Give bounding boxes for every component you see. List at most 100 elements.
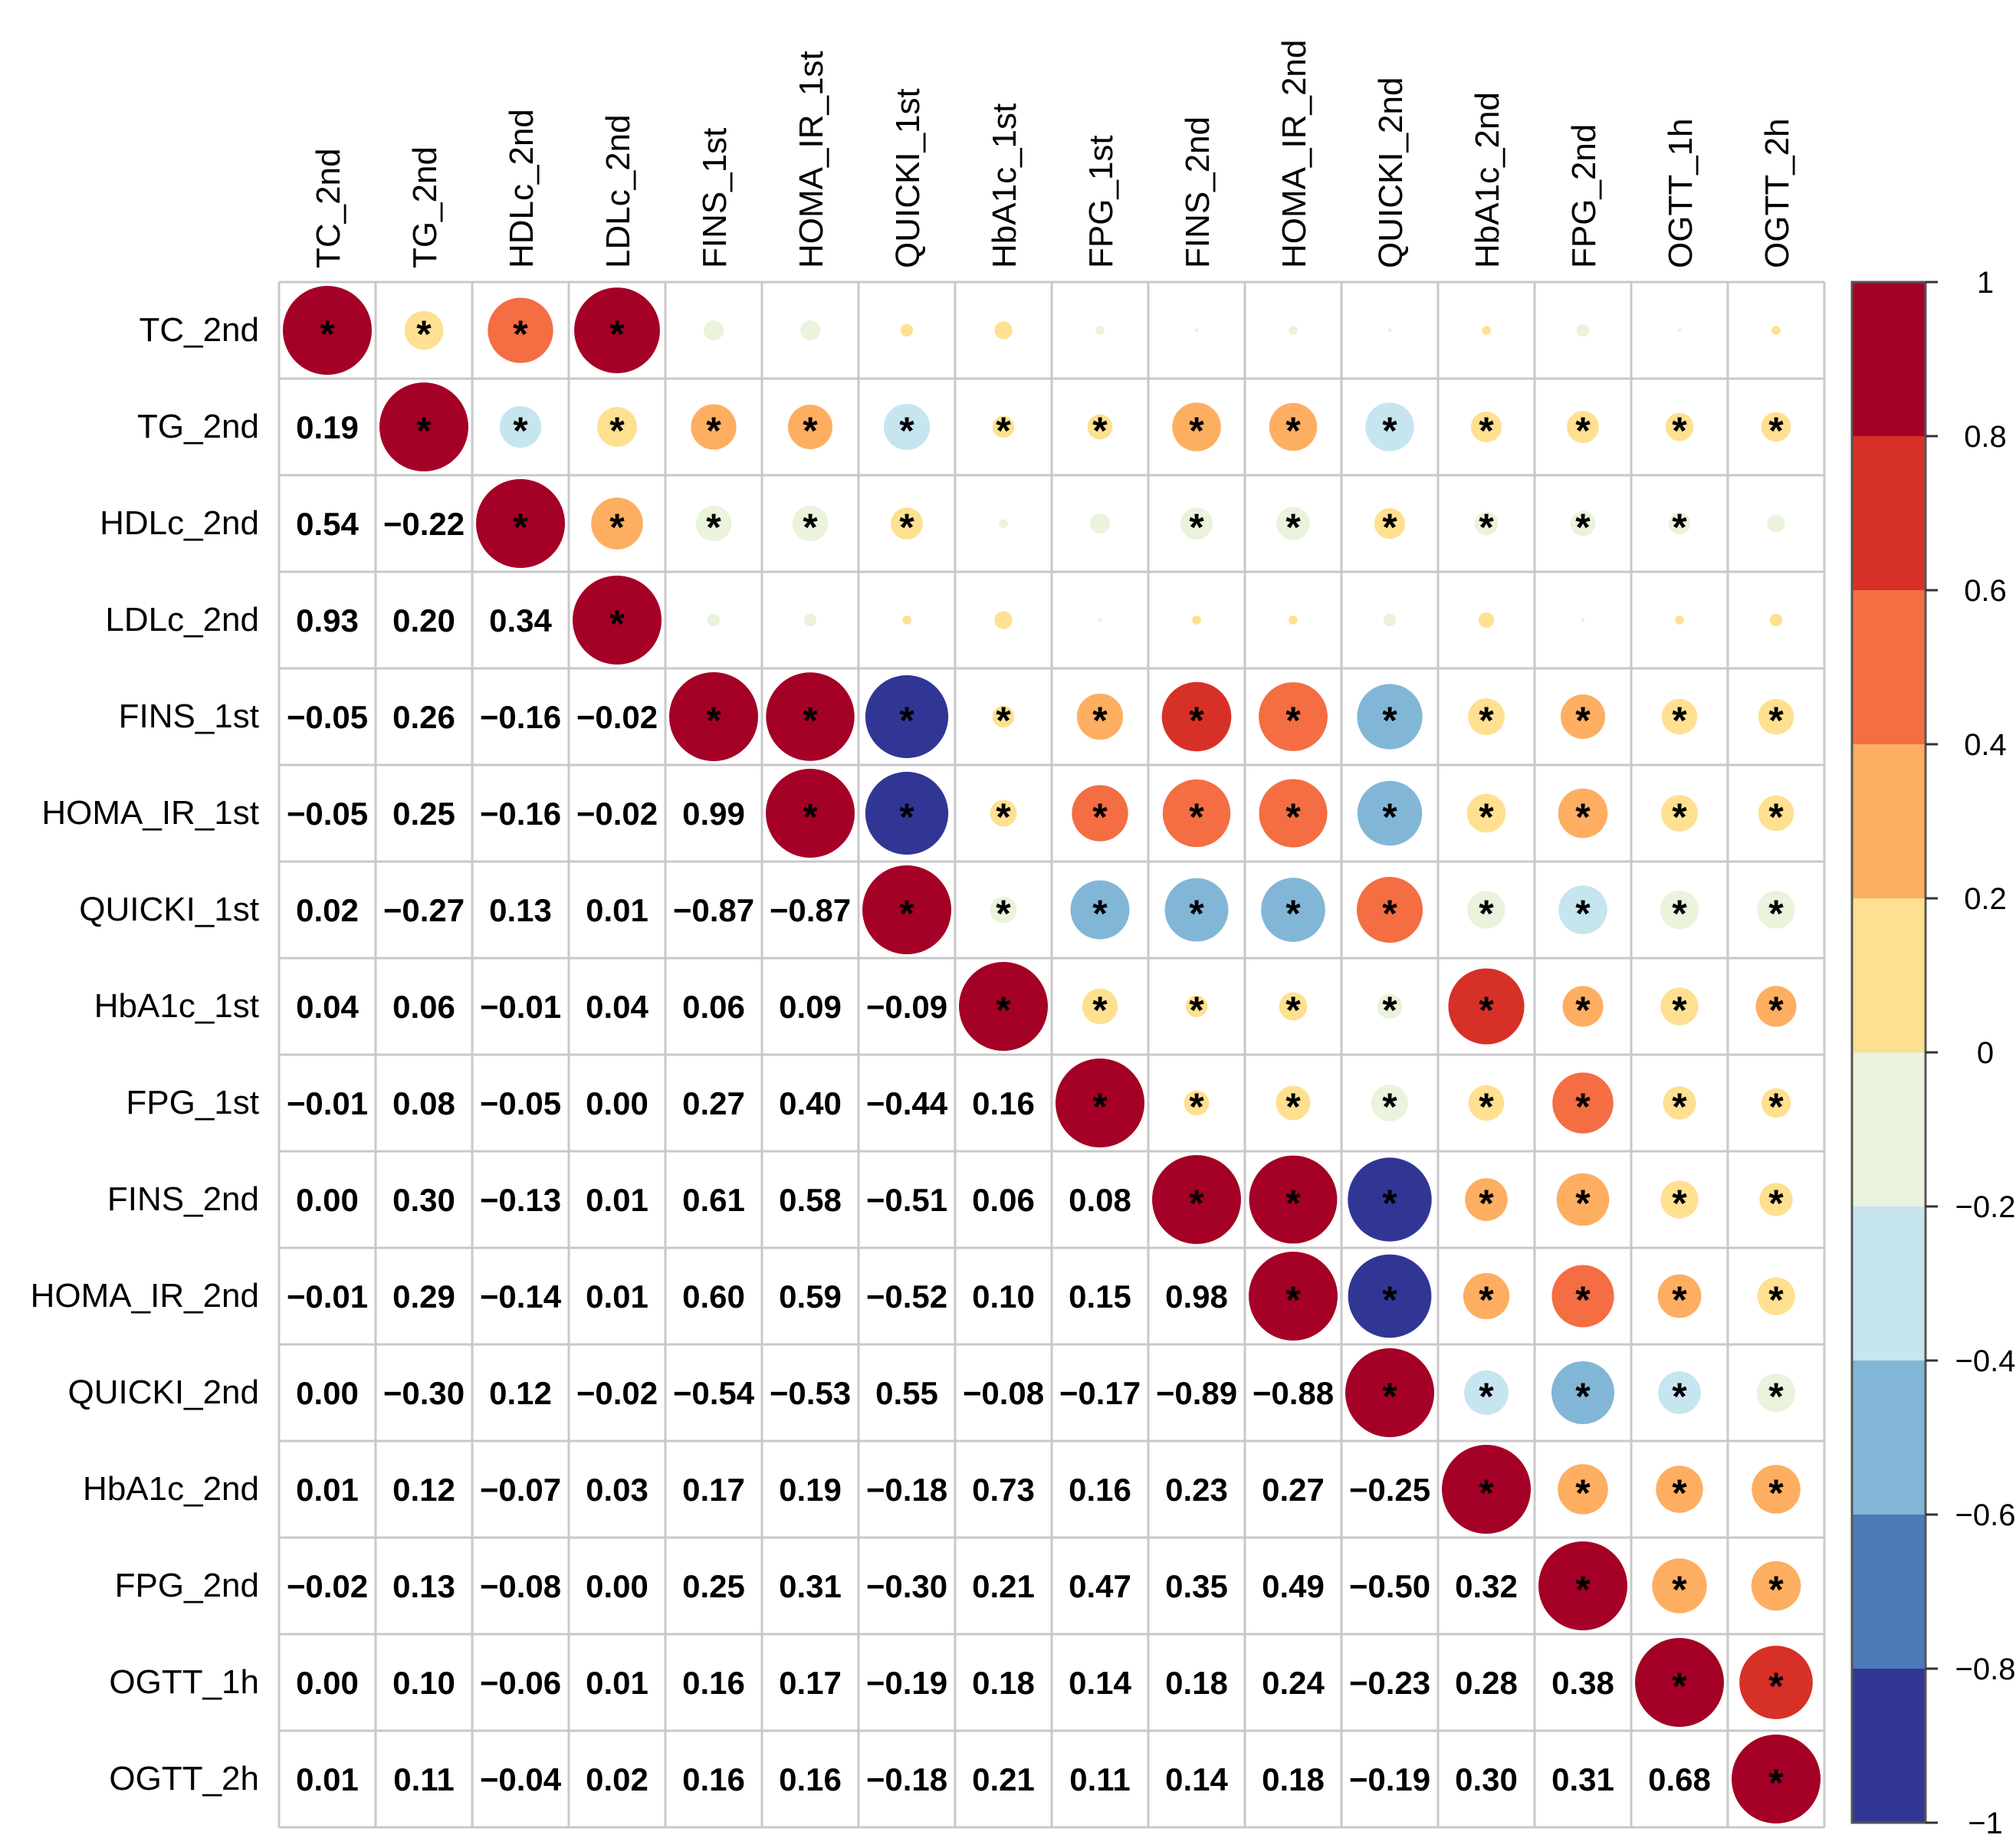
star-FPG_1st-FPG_1st: * xyxy=(1092,1085,1108,1128)
circle-HDLc_2nd-FINS_1st xyxy=(695,505,732,542)
coef-HbA1c_2nd-QUICKI_1st: −0.18 xyxy=(866,1472,947,1508)
circle-HOMA_IR_1st-HbA1c_1st xyxy=(990,799,1017,827)
circle-TC_2nd-QUICKI_2nd xyxy=(1387,328,1392,333)
star-HbA1c_1st-HbA1c_2nd: * xyxy=(1479,989,1494,1032)
circle-HDLc_2nd-OGTT_2h xyxy=(1767,514,1785,533)
row-labels: TC_2nd TG_2nd HDLc_2nd LDLc_2nd FINS_1st HOMA… xyxy=(31,311,259,1797)
col-label-HbA1c_2nd: HbA1c_2nd xyxy=(1469,92,1506,268)
coef-FPG_2nd-QUICKI_1st: −0.30 xyxy=(866,1568,947,1604)
star-HbA1c_2nd-HbA1c_2nd: * xyxy=(1479,1472,1494,1515)
circle-HOMA_IR_1st-OGTT_2h xyxy=(1758,795,1794,832)
circle-TG_2nd-FPG_1st xyxy=(1087,414,1113,440)
circle-TC_2nd-TG_2nd xyxy=(404,310,444,350)
circle-TC_2nd-OGTT_1h xyxy=(1677,328,1682,333)
row-label-HDLc_2nd: HDLc_2nd xyxy=(100,504,259,542)
coef-OGTT_2h-TG_2nd: 0.11 xyxy=(393,1761,454,1797)
row-label-HbA1c_2nd: HbA1c_2nd xyxy=(83,1470,259,1508)
star-FPG_2nd-OGTT_1h: * xyxy=(1672,1568,1687,1611)
circle-HOMA_IR_1st-FPG_2nd xyxy=(1558,788,1608,839)
circle-TG_2nd-HbA1c_1st xyxy=(992,415,1015,438)
colorbar-tick-label: 0.4 xyxy=(1964,728,2007,762)
circle-HOMA_IR_1st-FINS_2nd xyxy=(1162,779,1231,848)
circle-FINS_1st-HbA1c_2nd xyxy=(1468,698,1505,735)
circle-HDLc_2nd-HbA1c_2nd xyxy=(1474,511,1499,536)
col-label-LDLc_2nd: LDLc_2nd xyxy=(599,114,637,268)
col-label-QUICKI_1st: QUICKI_1st xyxy=(889,88,927,268)
circle-HOMA_IR_1st-QUICKI_2nd xyxy=(1357,780,1423,846)
star-FINS_2nd-QUICKI_2nd: * xyxy=(1382,1182,1397,1225)
star-OGTT_1h-OGTT_2h: * xyxy=(1768,1665,1784,1708)
coef-OGTT_2h-QUICKI_2nd: −0.19 xyxy=(1349,1761,1430,1797)
coef-OGTT_1h-HOMA_IR_1st: 0.17 xyxy=(779,1665,842,1701)
coef-FPG_2nd-HbA1c_2nd: 0.32 xyxy=(1455,1568,1518,1604)
colorbar-bin xyxy=(1852,898,1926,1053)
coef-FPG_1st-QUICKI_1st: −0.44 xyxy=(866,1085,948,1121)
star-HbA1c_1st-OGTT_1h: * xyxy=(1672,989,1687,1032)
star-TG_2nd-FPG_1st: * xyxy=(1092,409,1108,452)
circle-TG_2nd-LDLc_2nd xyxy=(597,407,637,447)
coef-OGTT_1h-TG_2nd: 0.10 xyxy=(392,1665,455,1701)
circle-FINS_2nd-FPG_2nd xyxy=(1556,1173,1610,1226)
coef-QUICKI_2nd-HOMA_IR_1st: −0.53 xyxy=(770,1375,851,1411)
circle-HDLc_2nd-HOMA_IR_2nd xyxy=(1276,507,1310,540)
circle-FINS_1st-QUICKI_1st xyxy=(865,675,949,759)
circle-TC_2nd-HbA1c_2nd xyxy=(1482,326,1491,335)
circle-HDLc_2nd-FPG_1st xyxy=(1090,514,1110,533)
coef-LDLc_2nd-HDLc_2nd: 0.34 xyxy=(489,602,552,638)
coef-FINS_2nd-FINS_1st: 0.61 xyxy=(682,1182,745,1218)
star-FPG_1st-HOMA_IR_2nd: * xyxy=(1285,1085,1301,1128)
colorbar-bin xyxy=(1852,282,1926,437)
circle-OGTT_2h-OGTT_2h xyxy=(1732,1735,1821,1823)
coef-OGTT_2h-HOMA_IR_2nd: 0.18 xyxy=(1262,1761,1325,1797)
coef-HDLc_2nd-TG_2nd: −0.22 xyxy=(383,506,465,542)
circle-FPG_2nd-OGTT_1h xyxy=(1652,1558,1707,1613)
coef-FPG_2nd-HOMA_IR_2nd: 0.49 xyxy=(1262,1568,1325,1604)
circle-FINS_1st-HbA1c_1st xyxy=(992,705,1015,728)
coef-HbA1c_2nd-TG_2nd: 0.12 xyxy=(392,1472,455,1508)
circle-HDLc_2nd-LDLc_2nd xyxy=(591,497,643,550)
star-FPG_1st-FPG_2nd: * xyxy=(1575,1085,1591,1128)
coef-FPG_2nd-HOMA_IR_1st: 0.31 xyxy=(779,1568,842,1604)
coef-HbA1c_2nd-QUICKI_2nd: −0.25 xyxy=(1349,1472,1430,1508)
circle-FPG_1st-FPG_1st xyxy=(1056,1059,1144,1147)
star-HDLc_2nd-QUICKI_2nd: * xyxy=(1382,506,1397,549)
coef-HOMA_IR_2nd-TG_2nd: 0.29 xyxy=(392,1279,455,1315)
star-QUICKI_2nd-FPG_2nd: * xyxy=(1575,1375,1591,1418)
coef-HOMA_IR_2nd-FINS_2nd: 0.98 xyxy=(1165,1279,1228,1315)
circle-HDLc_2nd-QUICKI_2nd xyxy=(1374,507,1406,540)
star-HOMA_IR_1st-OGTT_1h: * xyxy=(1672,796,1687,839)
circle-FINS_1st-FINS_1st xyxy=(669,672,758,761)
coef-OGTT_2h-LDLc_2nd: 0.02 xyxy=(586,1761,648,1797)
circle-QUICKI_1st-FPG_2nd xyxy=(1558,885,1607,934)
circle-LDLc_2nd-QUICKI_2nd xyxy=(1383,613,1397,627)
circle-FINS_1st-HOMA_IR_2nd xyxy=(1259,682,1328,751)
circle-HDLc_2nd-OGTT_1h xyxy=(1668,512,1691,535)
circle-FINS_1st-QUICKI_2nd xyxy=(1357,684,1423,750)
star-HbA1c_1st-FPG_1st: * xyxy=(1092,989,1108,1032)
row-label-OGTT_2h: OGTT_2h xyxy=(109,1760,259,1797)
circle-FPG_2nd-OGTT_2h xyxy=(1751,1561,1801,1611)
coef-OGTT_2h-HOMA_IR_1st: 0.16 xyxy=(779,1761,842,1797)
matrix-circles xyxy=(283,286,1821,1823)
star-FINS_1st-QUICKI_1st: * xyxy=(899,699,914,742)
coef-HbA1c_2nd-HOMA_IR_1st: 0.19 xyxy=(779,1472,842,1508)
star-HOMA_IR_2nd-QUICKI_2nd: * xyxy=(1382,1279,1397,1321)
column-labels: TC_2nd TG_2nd HDLc_2nd LDLc_2nd FINS_1st HOMA… xyxy=(310,40,1796,268)
circle-FPG_1st-HbA1c_2nd xyxy=(1468,1085,1505,1121)
star-HDLc_2nd-FINS_2nd: * xyxy=(1189,506,1204,549)
coef-OGTT_1h-QUICKI_1st: −0.19 xyxy=(866,1665,947,1701)
star-HOMA_IR_1st-FINS_2nd: * xyxy=(1189,796,1204,839)
circle-TG_2nd-TG_2nd xyxy=(379,382,468,471)
coef-LDLc_2nd-TG_2nd: 0.20 xyxy=(392,602,455,638)
circle-HDLc_2nd-HbA1c_1st xyxy=(999,519,1008,528)
circle-TC_2nd-FPG_2nd xyxy=(1576,323,1590,337)
circle-FINS_2nd-HbA1c_2nd xyxy=(1465,1178,1508,1221)
coef-FINS_1st-TC_2nd: −0.05 xyxy=(287,699,368,735)
circle-FPG_1st-FPG_2nd xyxy=(1552,1072,1614,1134)
coef-FINS_2nd-QUICKI_1st: −0.51 xyxy=(866,1182,947,1218)
circle-LDLc_2nd-HOMA_IR_2nd xyxy=(1289,615,1298,625)
circle-TC_2nd-HDLc_2nd xyxy=(488,297,553,363)
circle-FINS_1st-FINS_2nd xyxy=(1161,681,1232,752)
circle-HOMA_IR_2nd-FPG_2nd xyxy=(1551,1265,1614,1328)
